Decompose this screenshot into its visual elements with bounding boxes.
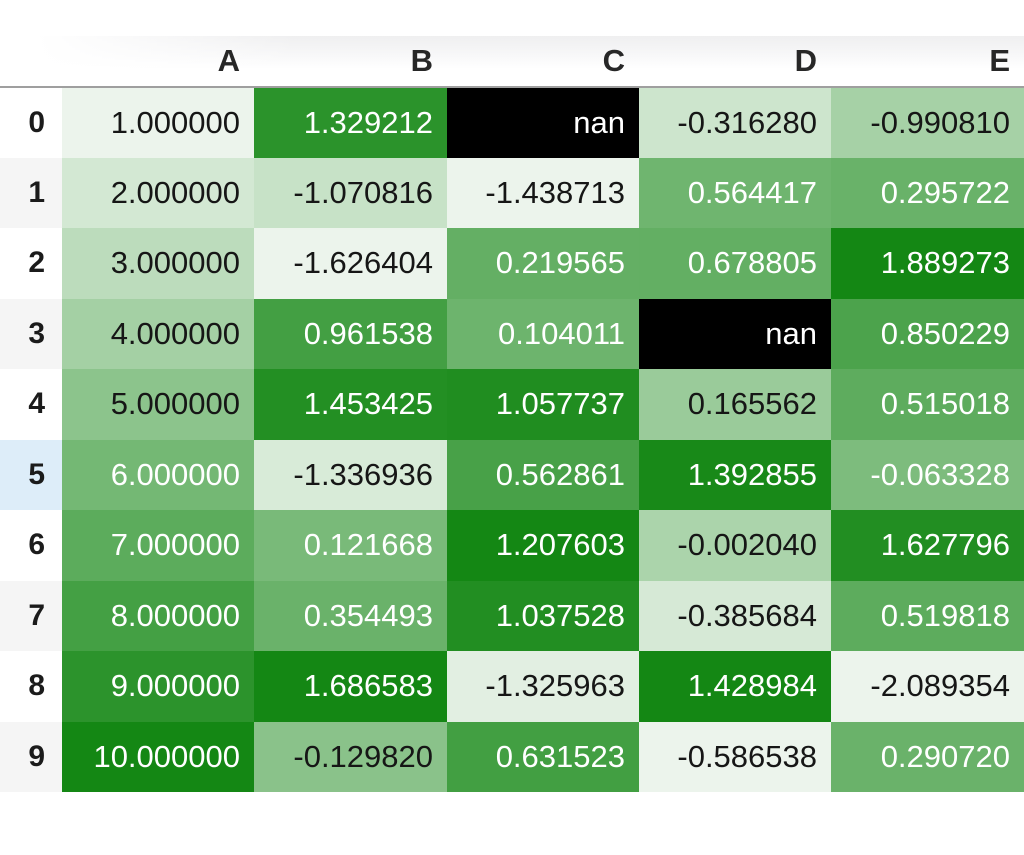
cell-d4[interactable]: 0.165562 xyxy=(639,369,831,440)
row-index-cell-5[interactable]: 5 xyxy=(0,439,62,510)
cell-c5[interactable]: 0.562861 xyxy=(447,439,639,510)
table-row: 1 2.000000 -1.070816 -1.438713 0.564417 0.295… xyxy=(0,157,1024,228)
cell-e2[interactable]: 1.889273 xyxy=(831,228,1024,299)
cell-a7[interactable]: 8.000000 xyxy=(62,580,254,651)
cell-e1[interactable]: 0.295722 xyxy=(831,157,1024,228)
column-header-c[interactable]: C xyxy=(447,36,639,88)
row-index-cell-7[interactable]: 7 xyxy=(0,580,62,651)
table-row: 8 9.000000 1.686583 -1.325963 1.428984 -2.089… xyxy=(0,651,1024,722)
index-column-header[interactable] xyxy=(0,36,62,88)
table-row: 0 1.000000 1.329212 nan -0.316280 -0.990810 xyxy=(0,87,1024,158)
row-index-cell-4[interactable]: 4 xyxy=(0,369,62,440)
row-index-cell-6[interactable]: 6 xyxy=(0,510,62,581)
cell-c6[interactable]: 1.207603 xyxy=(447,510,639,581)
cell-b9[interactable]: -0.129820 xyxy=(254,721,447,792)
cell-b7[interactable]: 0.354493 xyxy=(254,580,447,651)
table-row: 3 4.000000 0.961538 0.104011 nan 0.850229 xyxy=(0,298,1024,369)
cell-e5[interactable]: -0.063328 xyxy=(831,439,1024,510)
cell-e0[interactable]: -0.990810 xyxy=(831,87,1024,158)
cell-a2[interactable]: 3.000000 xyxy=(62,228,254,299)
cell-a3[interactable]: 4.000000 xyxy=(62,298,254,369)
cell-d5[interactable]: 1.392855 xyxy=(639,439,831,510)
row-index-cell-8[interactable]: 8 xyxy=(0,651,62,722)
cell-a5[interactable]: 6.000000 xyxy=(62,439,254,510)
cell-a4[interactable]: 5.000000 xyxy=(62,369,254,440)
cell-e6[interactable]: 1.627796 xyxy=(831,510,1024,581)
cell-d7[interactable]: -0.385684 xyxy=(639,580,831,651)
cell-b1[interactable]: -1.070816 xyxy=(254,157,447,228)
row-index-cell-2[interactable]: 2 xyxy=(0,228,62,299)
cell-b8[interactable]: 1.686583 xyxy=(254,651,447,722)
cell-e9[interactable]: 0.290720 xyxy=(831,721,1024,792)
cell-c1[interactable]: -1.438713 xyxy=(447,157,639,228)
cell-a9[interactable]: 10.000000 xyxy=(62,721,254,792)
cell-b4[interactable]: 1.453425 xyxy=(254,369,447,440)
cell-c0[interactable]: nan xyxy=(447,87,639,158)
cell-c3[interactable]: 0.104011 xyxy=(447,298,639,369)
table-row: 2 3.000000 -1.626404 0.219565 0.678805 1.8892… xyxy=(0,228,1024,299)
column-header-d[interactable]: D xyxy=(639,36,831,88)
cell-b3[interactable]: 0.961538 xyxy=(254,298,447,369)
table-row: 4 5.000000 1.453425 1.057737 0.165562 0.51501… xyxy=(0,369,1024,440)
cell-d2[interactable]: 0.678805 xyxy=(639,228,831,299)
cell-d6[interactable]: -0.002040 xyxy=(639,510,831,581)
column-header-b[interactable]: B xyxy=(254,36,447,88)
cell-d9[interactable]: -0.586538 xyxy=(639,721,831,792)
table-row: 5 6.000000 -1.336936 0.562861 1.392855 -0.063… xyxy=(0,439,1024,510)
cell-e3[interactable]: 0.850229 xyxy=(831,298,1024,369)
table-row: 6 7.000000 0.121668 1.207603 -0.002040 1.6277… xyxy=(0,510,1024,581)
cell-c2[interactable]: 0.219565 xyxy=(447,228,639,299)
row-index-cell-9[interactable]: 9 xyxy=(0,721,62,792)
column-header-e[interactable]: E xyxy=(831,36,1024,88)
cell-c8[interactable]: -1.325963 xyxy=(447,651,639,722)
table-row: 9 10.000000 -0.129820 0.631523 -0.586538 0.29… xyxy=(0,721,1024,792)
cell-e7[interactable]: 0.519818 xyxy=(831,580,1024,651)
cell-b2[interactable]: -1.626404 xyxy=(254,228,447,299)
cell-e8[interactable]: -2.089354 xyxy=(831,651,1024,722)
cell-a0[interactable]: 1.000000 xyxy=(62,87,254,158)
cell-a8[interactable]: 9.000000 xyxy=(62,651,254,722)
cell-a1[interactable]: 2.000000 xyxy=(62,157,254,228)
row-index-cell-0[interactable]: 0 xyxy=(0,87,62,158)
cell-c7[interactable]: 1.037528 xyxy=(447,580,639,651)
table-body: 0 1.000000 1.329212 nan -0.316280 -0.990810 1 2… xyxy=(0,87,1024,792)
row-index-cell-1[interactable]: 1 xyxy=(0,157,62,228)
cell-e4[interactable]: 0.515018 xyxy=(831,369,1024,440)
cell-d0[interactable]: -0.316280 xyxy=(639,87,831,158)
cell-b6[interactable]: 0.121668 xyxy=(254,510,447,581)
cell-a6[interactable]: 7.000000 xyxy=(62,510,254,581)
table-row: 7 8.000000 0.354493 1.037528 -0.385684 0.5198… xyxy=(0,580,1024,651)
cell-b5[interactable]: -1.336936 xyxy=(254,439,447,510)
row-index-cell-3[interactable]: 3 xyxy=(0,298,62,369)
column-header-a[interactable]: A xyxy=(62,36,254,88)
cell-c9[interactable]: 0.631523 xyxy=(447,721,639,792)
cell-d3[interactable]: nan xyxy=(639,298,831,369)
cell-b0[interactable]: 1.329212 xyxy=(254,87,447,158)
cell-d1[interactable]: 0.564417 xyxy=(639,157,831,228)
cell-d8[interactable]: 1.428984 xyxy=(639,651,831,722)
cell-c4[interactable]: 1.057737 xyxy=(447,369,639,440)
